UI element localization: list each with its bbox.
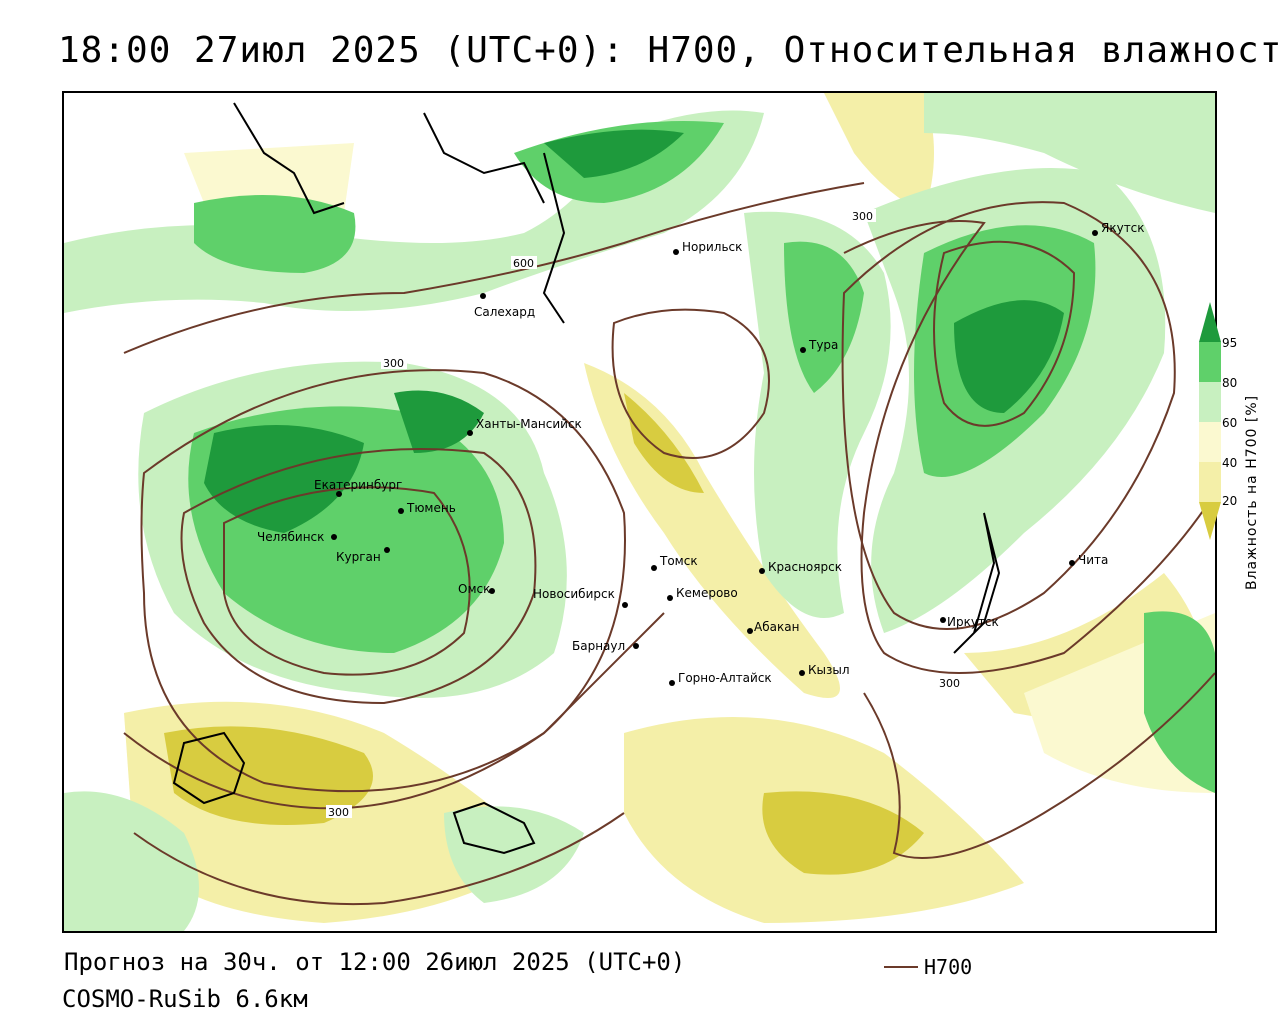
city-irkutsk: Иркутск (940, 615, 999, 629)
svg-text:Тура: Тура (808, 338, 838, 352)
contour-legend-label: H700 (924, 955, 973, 979)
svg-text:Томск: Томск (659, 554, 698, 568)
svg-text:Новосибирск: Новосибирск (533, 587, 615, 601)
city-kemerovo: Кемерово (667, 586, 738, 601)
svg-text:Ханты-Мансийск: Ханты-Мансийск (476, 417, 582, 431)
city-abakan: Абакан (747, 620, 799, 634)
city-barnaul: Барнаул (572, 639, 639, 653)
svg-text:Барнаул: Барнаул (572, 639, 625, 653)
city-yakutsk: Якутск (1092, 221, 1145, 236)
humid-regions (64, 93, 1215, 931)
colorbar-tick-60: 60 (1222, 416, 1238, 430)
svg-text:Омск: Омск (458, 582, 490, 596)
colorbar-tick-80: 80 (1222, 376, 1238, 390)
city-salekhard: Салехард (474, 293, 535, 319)
svg-text:Салехард: Салехард (474, 305, 535, 319)
city-novosibirsk: Новосибирск (533, 587, 628, 608)
city-krasnoyarsk: Красноярск (759, 560, 842, 574)
svg-text:Горно-Алтайск: Горно-Алтайск (678, 671, 772, 685)
h700-contours (123, 182, 1215, 906)
colorbar-tick-40: 40 (1222, 456, 1238, 470)
contour-legend: H700 (884, 955, 972, 979)
humidity-map: 600 300 300 300 300 Якутск Норильск Сале… (64, 93, 1215, 931)
svg-text:Кемерово: Кемерово (676, 586, 738, 600)
city-norilsk: Норильск (673, 240, 742, 255)
svg-text:Челябинск: Челябинск (257, 530, 324, 544)
colorbar-tick-20: 20 (1222, 494, 1238, 508)
colorbar-swatches (1199, 302, 1221, 540)
svg-text:Красноярск: Красноярск (768, 560, 842, 574)
city-omsk: Омск (458, 582, 495, 596)
colorbar-title: Влажность на H700 [%] (1244, 394, 1260, 590)
contour-label-300-c: 300 (939, 677, 960, 690)
city-kyzyl: Кызыл (799, 663, 850, 677)
contour-legend-line (884, 966, 918, 968)
coastlines (172, 102, 1001, 855)
colorbar-tick-95: 95 (1222, 336, 1238, 350)
svg-text:Норильск: Норильск (682, 240, 742, 254)
city-tura: Тура (800, 338, 838, 353)
svg-text:Чита: Чита (1078, 553, 1108, 567)
svg-text:Екатеринбург: Екатеринбург (314, 478, 402, 492)
city-chita: Чита (1069, 553, 1108, 567)
city-gorno-altaysk: Горно-Алтайск (669, 671, 772, 686)
contour-label-600: 600 (513, 257, 534, 270)
city-tomsk: Томск (651, 554, 698, 571)
model-name: COSMO-RuSib 6.6км (62, 985, 308, 1013)
contour-label-300-d: 300 (328, 806, 349, 819)
svg-text:Абакан: Абакан (754, 620, 799, 634)
contour-label-300-a: 300 (383, 357, 404, 370)
svg-text:Якутск: Якутск (1101, 221, 1145, 235)
colorbar: 95 80 60 40 20 (1199, 300, 1279, 600)
contour-label-group: 600 300 300 300 300 (326, 209, 963, 819)
contour-label-300-b: 300 (852, 210, 873, 223)
svg-text:Иркутск: Иркутск (947, 615, 999, 629)
city-chelyabinsk: Челябинск (257, 530, 337, 544)
city-tyumen: Тюмень (398, 501, 456, 515)
svg-text:Тюмень: Тюмень (406, 501, 456, 515)
city-kurgan: Курган (336, 547, 390, 564)
cities: Якутск Норильск Салехард Тура Ханты-Манс… (257, 221, 1145, 686)
svg-text:Кызыл: Кызыл (808, 663, 850, 677)
city-khanty-mansiysk: Ханты-Мансийск (467, 417, 582, 436)
map-area[interactable]: 600 300 300 300 300 Якутск Норильск Сале… (62, 91, 1217, 933)
map-title: 18:00 27июл 2025 (UTC+0): H700, Относите… (58, 30, 1280, 71)
forecast-info: Прогноз на 30ч. от 12:00 26июл 2025 (UTC… (64, 948, 686, 976)
city-yekaterinburg: Екатеринбург (314, 478, 402, 497)
svg-text:Курган: Курган (336, 550, 381, 564)
